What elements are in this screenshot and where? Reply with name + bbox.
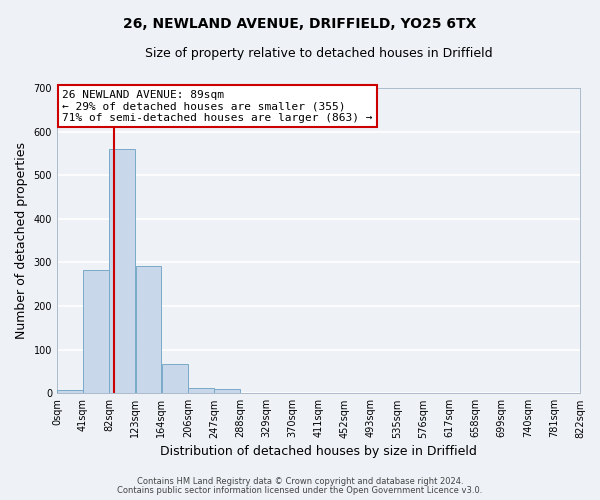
Bar [109, 149, 135, 394]
Text: 26, NEWLAND AVENUE, DRIFFIELD, YO25 6TX: 26, NEWLAND AVENUE, DRIFFIELD, YO25 6TX [124, 18, 476, 32]
X-axis label: Distribution of detached houses by size in Driffield: Distribution of detached houses by size … [160, 444, 477, 458]
Text: Contains HM Land Registry data © Crown copyright and database right 2024.: Contains HM Land Registry data © Crown c… [137, 477, 463, 486]
Title: Size of property relative to detached houses in Driffield: Size of property relative to detached ho… [145, 48, 492, 60]
Bar [188, 388, 214, 394]
Bar [83, 270, 109, 394]
Bar [57, 390, 83, 394]
Text: 26 NEWLAND AVENUE: 89sqm
← 29% of detached houses are smaller (355)
71% of semi-: 26 NEWLAND AVENUE: 89sqm ← 29% of detach… [62, 90, 373, 123]
Bar [161, 364, 188, 394]
Bar [136, 266, 161, 394]
Text: Contains public sector information licensed under the Open Government Licence v3: Contains public sector information licen… [118, 486, 482, 495]
Bar [214, 390, 240, 394]
Y-axis label: Number of detached properties: Number of detached properties [15, 142, 28, 339]
